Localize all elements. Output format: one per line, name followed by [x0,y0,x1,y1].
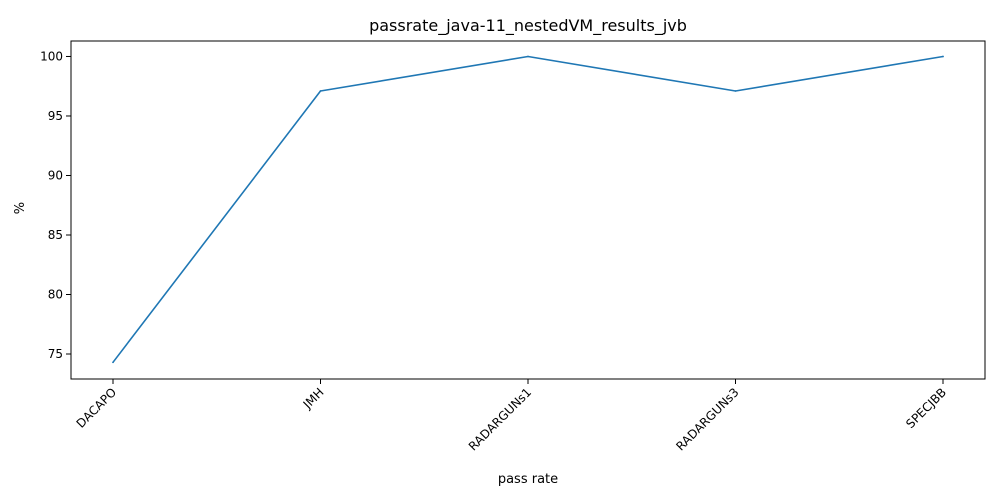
y-tick-label: 100 [40,49,63,63]
y-tick-label: 75 [48,347,63,361]
y-tick-label: 80 [48,288,63,302]
data-point [942,55,944,58]
data-point [112,361,114,364]
chart-title: passrate_java-11_nestedVM_results_jvb [369,16,687,36]
data-point [734,90,737,92]
y-tick-label: 95 [48,109,63,123]
data-point [319,90,322,92]
y-tick-label: 85 [48,228,63,242]
x-axis-label: pass rate [498,472,558,487]
y-tick-label: 90 [48,168,63,182]
data-point [527,55,529,58]
y-axis-label: % [13,202,28,214]
